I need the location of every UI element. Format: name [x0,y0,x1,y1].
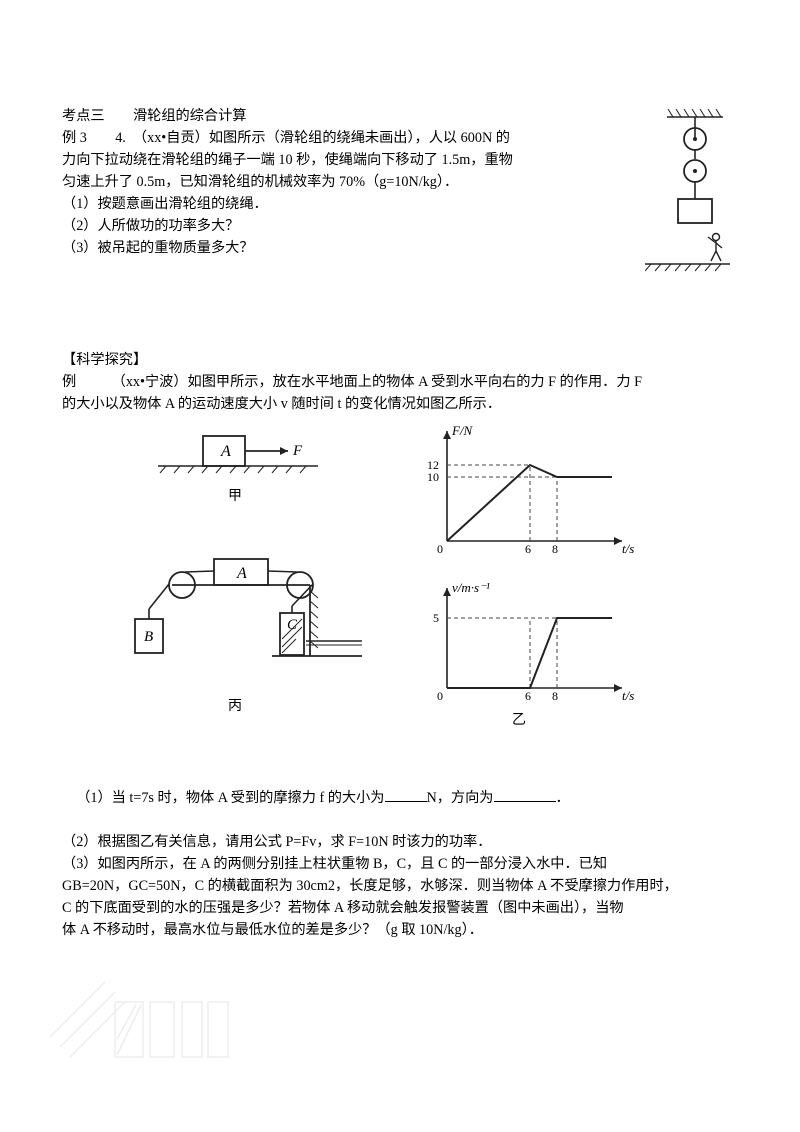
inquiry-q1-c: ． [556,790,570,806]
svg-text:8: 8 [552,542,558,556]
svg-text:6: 6 [525,542,531,556]
fn-ylabel: F/N [451,423,474,438]
inquiry-q3-b: GB=20N，GC=50N，C 的横截面积为 30cm2，长度足够，水够深．则当… [62,875,730,897]
watermark [50,977,250,1072]
label-jia: 甲 [228,486,242,508]
section3-heading: 考点三 滑轮组的综合计算 [62,105,730,127]
figure-group: A F 甲 [62,421,730,761]
blank1 [385,787,427,802]
inquiry-q3-a: （3）如图丙所示，在 A 的两侧分别挂上柱状重物 B，C，且 C 的一部分浸入水… [62,853,730,875]
svg-text:F: F [292,443,303,459]
inquiry-q3-c: C 的下底面受到的水的压强是多少？若物体 A 移动就会触发报警装置（图中未画出）… [62,897,730,919]
inquiry-q3-d: 体 A 不移动时，最高水位与最低水位的差是多少？（g 取 10N/kg）． [62,919,730,941]
svg-text:6: 6 [525,689,531,703]
svg-text:8: 8 [552,689,558,703]
inquiry-q1-b: N，方向为 [427,790,494,806]
label-bing: 丙 [228,696,242,718]
inquiry-q1: （1）当 t=7s 时，物体 A 受到的摩擦力 f 的大小为 N，方向为 ． [62,765,730,831]
svg-text:5: 5 [433,611,439,625]
section3-l2: 匀速上升了 0.5m，已知滑轮组的机械效率为 70%（g=10N/kg）． [62,171,730,193]
svg-text:A: A [220,443,231,460]
section3-example: 例 3 4. （xx•自贡）如图所示（滑轮组的绕绳未画出），人以 600N 的 [62,127,730,149]
svg-text:0: 0 [437,542,443,556]
vms-ylabel: v/m·s⁻¹ [452,580,490,595]
figure-graph-vms: v/m·s⁻¹ t/s 0 5 6 8 乙 [412,576,642,716]
vms-xlabel: t/s [622,688,634,703]
pulley-diagram [645,109,730,289]
inquiry-q2: （2）根据图乙有关信息，请用公式 P=Fv，求 F=10N 时该力的功率． [62,831,730,853]
svg-text:10: 10 [427,470,439,484]
fn-xlabel: t/s [622,541,634,556]
section3-q1: （1）按题意画出滑轮组的绕绳． [62,193,730,215]
blank2 [494,787,556,802]
figure-graph-fn: F/N t/s 0 12 10 6 8 [412,421,642,561]
section3-q3: （3）被吊起的重物质量多大？ [62,237,730,259]
svg-text:0: 0 [437,689,443,703]
svg-text:A: A [236,565,247,582]
svg-text:C: C [287,617,298,633]
inquiry-heading: 【科学探究】 [62,349,730,371]
inquiry-q1-a: （1）当 t=7s 时，物体 A 受到的摩擦力 f 的大小为 [76,790,384,806]
svg-text:B: B [144,629,153,645]
figure-bing: A B C [102,551,377,716]
inquiry-l1: 的大小以及物体 A 的运动速度大小 v 随时间 t 的变化情况如图乙所示． [62,393,730,415]
figure-jia: A F 甲 [148,421,323,501]
inquiry-example: 例 （xx•宁波）如图甲所示，放在水平地面上的物体 A 受到水平向右的力 F 的… [62,371,730,393]
section3-l1: 力向下拉动绕在滑轮组的绳子一端 10 秒，使绳端向下移动了 1.5m，重物 [62,149,730,171]
section3-q2: （2）人所做功的功率多大？ [62,215,730,237]
label-yi: 乙 [512,710,526,732]
